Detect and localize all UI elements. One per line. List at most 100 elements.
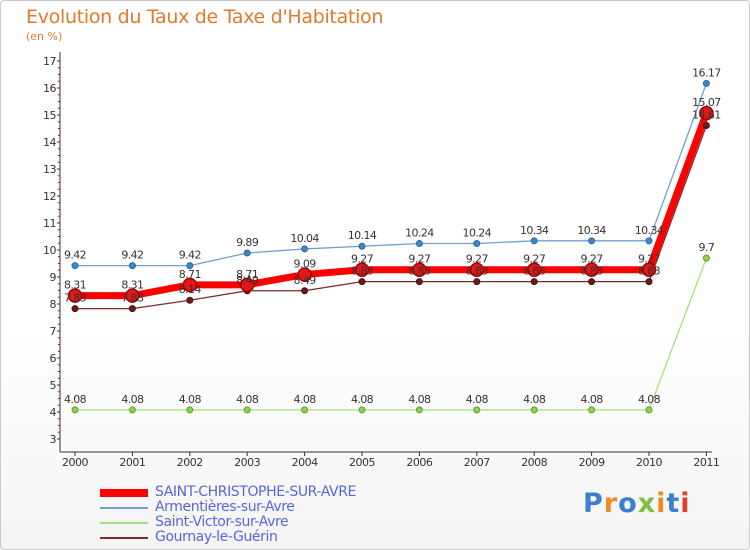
data-label-saint-victor: 4.08 [236,393,259,406]
data-label-saint-victor: 9.7 [699,241,715,254]
y-tick-label: 5 [50,379,57,392]
point-saint-victor [645,406,653,414]
point-saint-christophe [239,277,255,293]
legend-swatch-saint-victor [100,522,148,524]
y-tick-label: 7 [50,325,57,338]
point-armentieres [71,262,79,270]
series-lines [71,82,710,411]
chart-subtitle: (en %) [26,30,63,43]
point-gournay [128,305,136,313]
point-armentieres [473,240,481,248]
data-label-saint-christophe: 8.71 [236,268,258,281]
point-saint-christophe [469,262,485,277]
legend-swatch-gournay [100,537,148,539]
chart-title: Evolution du Taux de Taxe d'Habitation [26,6,384,28]
y-tick-label: 17 [43,55,56,68]
point-saint-christophe [412,262,427,277]
proxiti-logo: Proxiti [583,488,691,519]
data-label-gournay: 8.14 [179,283,202,296]
legend-label-armentieres: Armentières-sur-Avre [155,499,295,515]
data-label-armentieres: 10.24 [405,227,434,240]
legend-swatch-saint-christophe [100,489,148,497]
line-gournay [74,124,708,310]
point-armentieres [358,242,366,250]
legend-swatch-armentieres [100,507,148,509]
point-armentieres [415,240,423,248]
legend-item-saint-christophe: SAINT-CHRISTOPHE-SUR-AVRE [100,484,420,501]
line-saint-christophe [71,109,710,300]
legend-item-armentieres: Armentières-sur-Avre [100,499,420,516]
series-points [67,79,714,414]
x-tick-label: 2004 [292,456,318,469]
x-tick-label: 2006 [406,456,432,469]
data-label-gournay: 8.49 [294,274,317,287]
logo-letter: o [618,488,638,519]
data-label-saint-christophe: 9.27 [351,253,374,266]
line-chart: 3 4 5 6 7 8 9 10 11 12 13 14 15 16 17 2000 2001 2002 2003 2… [43,52,722,469]
logo-letter: t [666,488,681,519]
logo-letter: x [637,488,657,519]
point-armentieres [645,237,653,245]
x-tick-label: 2008 [521,456,547,469]
data-label-armentieres: 9.42 [64,249,86,262]
logo-letter: P [583,488,604,519]
data-label-saint-christophe: 15.07 [692,96,721,109]
point-saint-victor [415,406,423,414]
point-armentieres [588,237,596,245]
point-armentieres [702,79,710,87]
point-saint-victor [301,406,309,414]
point-armentieres [186,262,194,270]
point-saint-christophe [297,267,312,282]
data-label-armentieres: 10.34 [577,224,606,237]
point-armentieres [128,262,136,270]
data-label-armentieres: 16.17 [692,66,721,79]
data-label-armentieres: 10.04 [290,232,319,245]
data-label-saint-christophe: 9.27 [408,253,431,266]
x-tick-label: 2003 [234,456,260,469]
point-gournay [301,287,309,295]
point-armentieres [243,249,251,257]
data-label-saint-victor: 4.08 [351,393,374,406]
data-label-saint-victor: 4.08 [408,393,431,406]
point-gournay [186,296,194,304]
data-label-saint-victor: 4.08 [294,393,317,406]
data-label-saint-victor: 4.08 [179,393,202,406]
series-data-labels: 4.08 4.08 4.08 4.08 4.08 4.08 4.08 4.08 4.08 4.08… [64,66,722,406]
point-gournay [415,278,423,286]
point-armentieres [301,245,309,253]
x-tick-label: 2002 [177,456,203,469]
point-saint-christophe [526,262,542,277]
data-label-gournay: 8.83 [466,265,489,278]
logo-letter: i [680,488,691,519]
data-label-saint-christophe: 9.27 [581,253,604,266]
data-label-saint-victor: 4.08 [64,393,87,406]
point-saint-victor [530,406,538,414]
point-saint-christophe [641,262,657,277]
legend-label-gournay: Gournay-le-Guérin [155,529,278,545]
data-label-saint-christophe: 8.31 [121,279,143,292]
point-gournay [588,278,596,286]
point-gournay [702,122,710,130]
y-tick-label: 15 [43,109,56,122]
data-label-armentieres: 9.89 [236,236,259,249]
point-gournay [358,278,366,286]
data-label-saint-victor: 4.08 [581,393,604,406]
point-saint-christophe [699,105,714,121]
point-gournay [645,278,653,286]
point-saint-victor [588,406,596,414]
y-tick-label: 3 [50,433,57,446]
data-label-saint-christophe: 9.09 [294,258,317,271]
line-saint-victor [74,257,708,411]
line-armentieres [74,82,708,267]
y-tick-label: 12 [43,190,56,203]
x-tick-label: 2000 [62,456,88,469]
y-tick-label: 11 [43,217,56,230]
logo-letter: r [603,488,619,519]
legend-item-saint-victor: Saint-Victor-sur-Avre [100,514,420,531]
point-saint-victor [186,406,194,414]
chart-axes: 3 4 5 6 7 8 9 10 11 12 13 14 15 16 17 2000 2001 2002 2003 2… [43,52,720,469]
data-label-saint-christophe: 9.27 [523,253,546,266]
point-saint-christophe [125,288,140,303]
data-label-saint-victor: 4.08 [121,393,144,406]
